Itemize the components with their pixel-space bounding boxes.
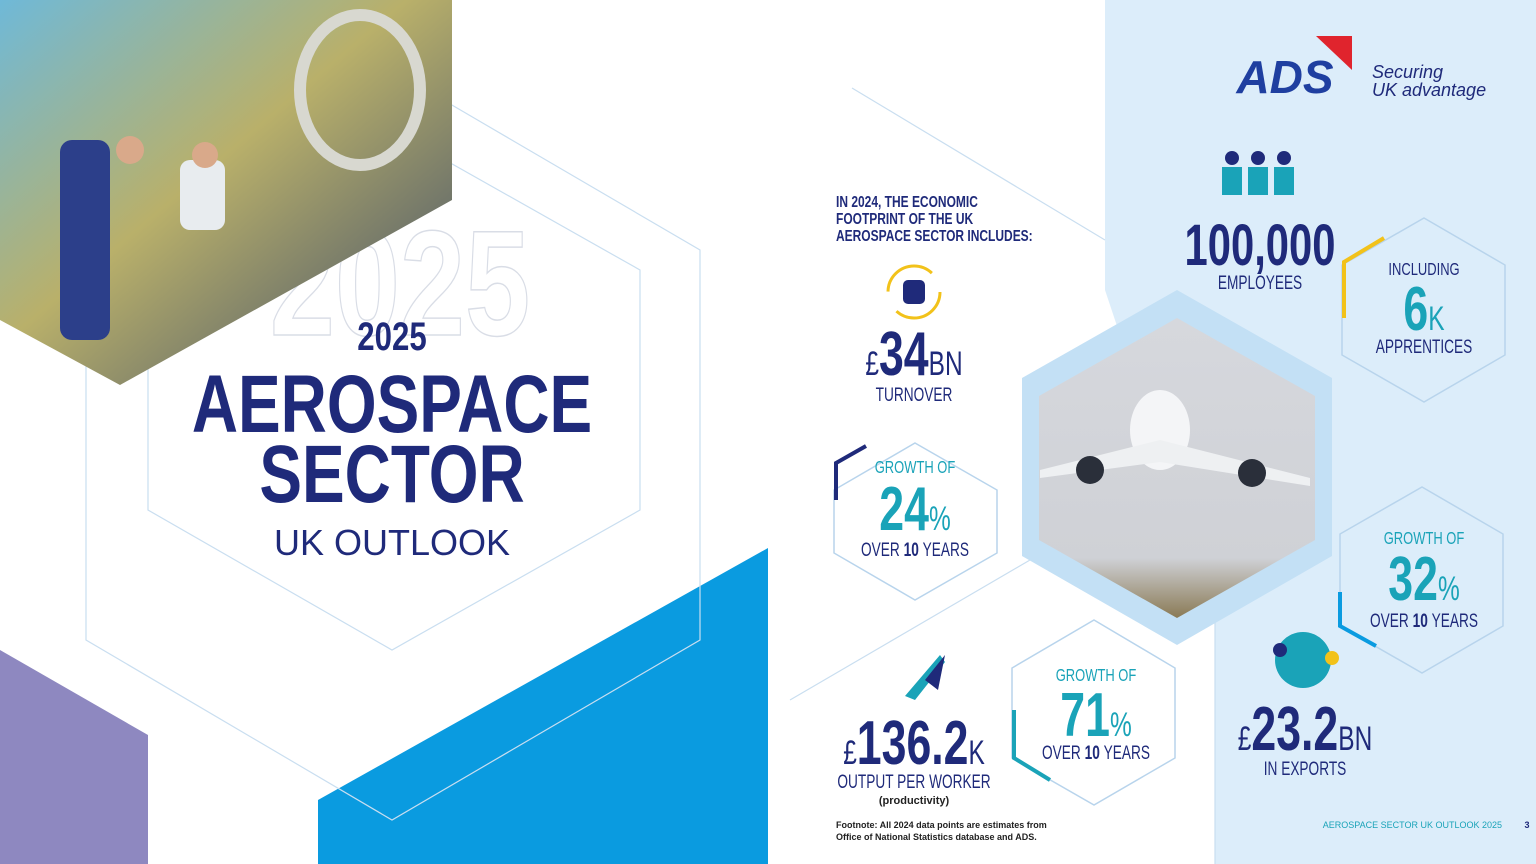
value: 136.2 xyxy=(857,709,969,778)
purple-shape xyxy=(0,650,148,864)
stat-value: 32% xyxy=(1388,545,1459,614)
logo-swoosh xyxy=(1316,36,1352,70)
stat-label: EMPLOYEES xyxy=(1218,272,1302,294)
unit: BN xyxy=(1338,720,1372,758)
stat-period: OVER 10 YEARS xyxy=(861,539,969,561)
stat-value: 100,000 xyxy=(1185,212,1336,277)
over: OVER xyxy=(861,539,900,561)
stat-period: OVER 10 YEARS xyxy=(1042,742,1150,764)
stat-label: IN EXPORTS xyxy=(1264,758,1347,780)
stat-lead: GROWTH OF xyxy=(1056,666,1137,686)
stat-label: TURNOVER xyxy=(876,384,953,406)
years: YEARS xyxy=(1432,610,1478,632)
years: YEARS xyxy=(923,539,969,561)
currency: £ xyxy=(865,345,879,383)
coins-icon xyxy=(886,264,942,320)
stat-period: OVER 10 YEARS xyxy=(1370,610,1478,632)
value: 34 xyxy=(879,320,929,389)
accent-corners xyxy=(834,236,1386,782)
intro: AEROSPACE SECTOR INCLUDES: xyxy=(836,226,1033,244)
unit: % xyxy=(1438,570,1460,608)
stat-value: 6K xyxy=(1403,275,1444,344)
cover-subtitle: UK OUTLOOK xyxy=(274,522,510,563)
tagline: UK advantage xyxy=(1372,80,1486,100)
value: 6 xyxy=(1403,275,1428,344)
stat-label: APPRENTICES xyxy=(1376,336,1473,358)
stat-lead: GROWTH OF xyxy=(875,458,956,478)
footer-title: AEROSPACE SECTOR UK OUTLOOK 2025 xyxy=(1323,820,1502,830)
blue-shape xyxy=(318,548,768,864)
years: YEARS xyxy=(1104,742,1150,764)
workshop-photo xyxy=(0,0,452,385)
years-value: 10 xyxy=(1085,742,1100,764)
currency: £ xyxy=(1238,720,1252,758)
years-value: 10 xyxy=(1413,610,1428,632)
tagline: Securing xyxy=(1372,62,1443,82)
globe-icon xyxy=(1273,632,1339,688)
footnote: Footnote: All 2024 data points are estim… xyxy=(836,820,1047,830)
value: 23.2 xyxy=(1251,695,1338,764)
unit: K xyxy=(968,734,985,772)
footnote: Office of National Statistics database a… xyxy=(836,832,1037,842)
stat-label: OUTPUT PER WORKER xyxy=(837,771,990,793)
currency: £ xyxy=(843,734,857,772)
stat-value: £136.2K xyxy=(843,709,985,778)
stat-value: 24% xyxy=(879,475,950,544)
cover-title: SECTOR xyxy=(259,427,524,520)
over: OVER xyxy=(1042,742,1081,764)
intro: IN 2024, THE ECONOMIC xyxy=(836,192,978,210)
stat-value: £34BN xyxy=(865,320,962,389)
page-number: 3 xyxy=(1524,820,1529,830)
value: 71 xyxy=(1060,681,1110,750)
unit: % xyxy=(929,500,951,538)
cover-year: 2025 xyxy=(357,314,426,359)
stat-value: 71% xyxy=(1060,681,1131,750)
logo: ADS xyxy=(1235,51,1333,103)
stat-lead: GROWTH OF xyxy=(1384,529,1465,549)
stat-lead: INCLUDING xyxy=(1388,260,1459,280)
unit: % xyxy=(1110,706,1132,744)
rocket-icon xyxy=(905,655,945,700)
plane-photo xyxy=(1022,290,1332,645)
stat-note: (productivity) xyxy=(879,795,950,807)
stat-value: £23.2BN xyxy=(1238,695,1372,764)
unit: K xyxy=(1428,300,1445,338)
people-icon xyxy=(1222,151,1294,195)
cover-title: AEROSPACE xyxy=(192,357,592,450)
value: 24 xyxy=(879,475,929,544)
intro: FOOTPRINT OF THE UK xyxy=(836,209,974,227)
years-value: 10 xyxy=(904,539,919,561)
value: 32 xyxy=(1388,545,1438,614)
over: OVER xyxy=(1370,610,1409,632)
unit: BN xyxy=(929,345,963,383)
